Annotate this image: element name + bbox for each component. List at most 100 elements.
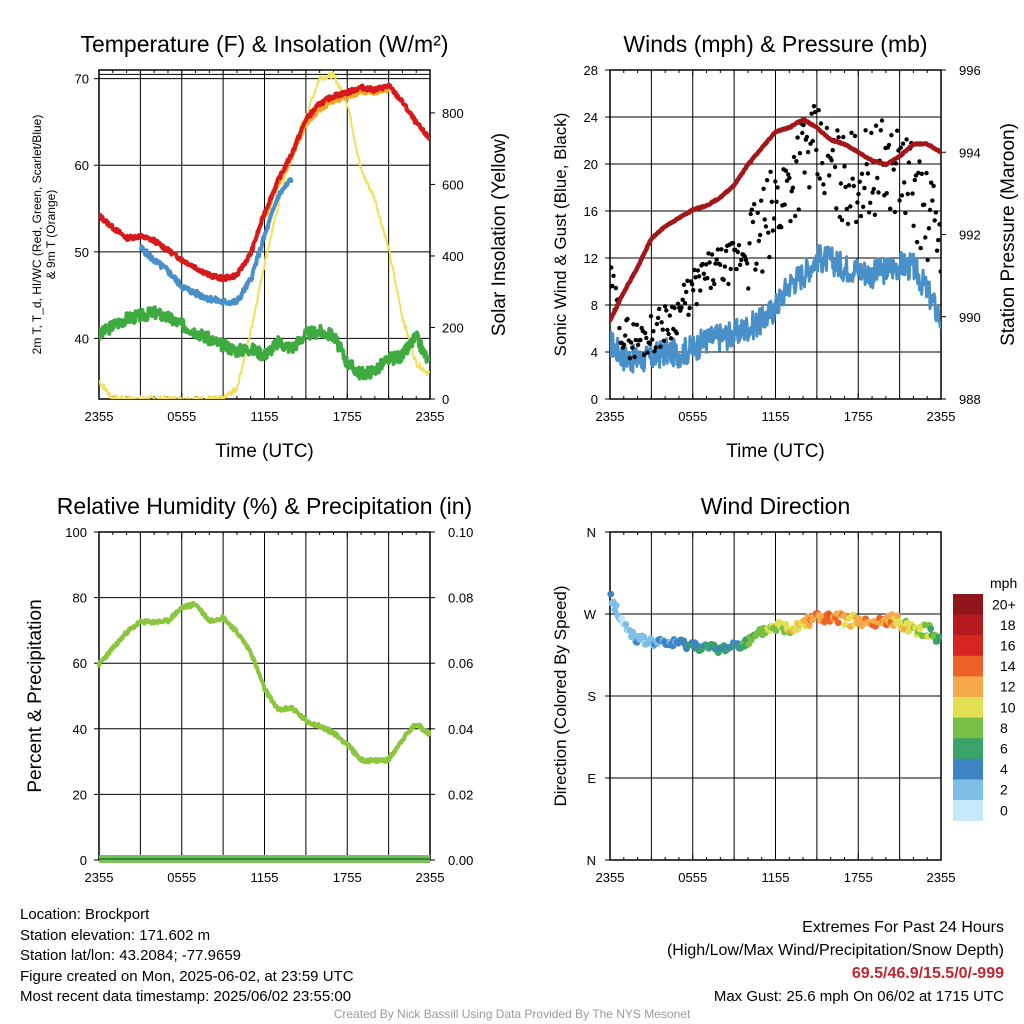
gust-point bbox=[625, 316, 630, 322]
legend-swatch bbox=[953, 800, 983, 822]
panel-2: 2355 0555 1155 1755 2355 Winds (mph) & Pressu… bbox=[551, 31, 1019, 462]
gust-point bbox=[715, 247, 721, 252]
gust-point bbox=[734, 266, 739, 272]
max-gust: Max Gust: 25.6 mph On 06/02 at 1715 UTC bbox=[713, 988, 1004, 1005]
gust-point bbox=[623, 333, 628, 338]
gust-point bbox=[862, 185, 867, 191]
gust-point bbox=[842, 164, 847, 169]
gust-point bbox=[873, 123, 879, 128]
gust-point bbox=[884, 191, 889, 196]
gust-point bbox=[686, 312, 691, 317]
gust-point bbox=[755, 210, 760, 215]
x-tick-label: 2355 bbox=[927, 870, 956, 885]
gust-point bbox=[617, 325, 622, 331]
y2-tick-label: 400 bbox=[442, 249, 464, 264]
gust-point bbox=[868, 200, 873, 205]
gust-point bbox=[784, 178, 790, 183]
gust-point bbox=[610, 283, 615, 289]
gust-point bbox=[922, 202, 927, 207]
gust-point bbox=[906, 160, 912, 165]
y-tick-label: 40 bbox=[73, 722, 87, 737]
gust-point bbox=[807, 185, 812, 190]
gust-point bbox=[718, 262, 723, 267]
gust-point bbox=[633, 337, 638, 343]
gust-point bbox=[864, 162, 869, 167]
gust-point bbox=[899, 193, 905, 198]
gust-point bbox=[698, 288, 703, 293]
gust-point bbox=[938, 269, 941, 274]
gust-point bbox=[902, 180, 907, 185]
gust-point bbox=[789, 189, 794, 194]
gust-point bbox=[728, 266, 733, 272]
gust-point bbox=[861, 204, 866, 209]
chart-title: Winds (mph) & Pressure (mb) bbox=[623, 31, 927, 57]
gust-point bbox=[757, 232, 763, 238]
gust-point bbox=[925, 257, 930, 263]
gust-point bbox=[774, 199, 779, 204]
gust-point bbox=[770, 228, 776, 233]
gust-point bbox=[752, 202, 757, 207]
y-tick-label: 28 bbox=[584, 63, 598, 78]
gust-point bbox=[643, 330, 648, 336]
gust-point bbox=[919, 171, 924, 176]
gust-point bbox=[627, 356, 633, 361]
gust-point bbox=[830, 148, 835, 153]
gust-point bbox=[764, 178, 770, 183]
y-tick-label: E bbox=[587, 771, 596, 786]
gust-point bbox=[701, 271, 706, 276]
x-tick-label: 1755 bbox=[844, 870, 873, 885]
gust-point bbox=[805, 149, 811, 155]
gust-point bbox=[796, 207, 801, 212]
direction-point bbox=[935, 633, 943, 641]
gust-point bbox=[802, 170, 807, 175]
gust-point bbox=[712, 281, 717, 287]
gust-point bbox=[762, 217, 767, 222]
gust-point bbox=[846, 183, 852, 188]
gust-point bbox=[891, 167, 896, 172]
x-tick-label: 1755 bbox=[844, 409, 873, 424]
gust-point bbox=[841, 134, 846, 140]
gust-point bbox=[817, 176, 822, 181]
gust-point bbox=[911, 223, 916, 228]
gust-point bbox=[900, 141, 906, 146]
gust-point bbox=[675, 301, 681, 306]
x-tick-label: 0555 bbox=[678, 870, 707, 885]
x-tick-label: 1755 bbox=[333, 409, 362, 424]
y-tick-label: 4 bbox=[591, 345, 598, 360]
gust-point bbox=[682, 301, 688, 306]
y-tick-label: S bbox=[587, 689, 596, 704]
gust-point bbox=[824, 125, 830, 131]
direction-point bbox=[805, 622, 813, 629]
gust-point bbox=[903, 210, 908, 216]
gust-point bbox=[889, 133, 894, 138]
gust-point bbox=[859, 171, 865, 176]
gust-point bbox=[736, 243, 742, 248]
gust-point bbox=[910, 191, 915, 196]
gust-point bbox=[926, 226, 932, 231]
direction-point bbox=[894, 612, 901, 620]
gust-point bbox=[747, 241, 752, 246]
gust-point bbox=[811, 104, 817, 109]
gust-point bbox=[648, 314, 654, 319]
gust-point bbox=[892, 209, 898, 215]
direction-point bbox=[834, 619, 842, 627]
y-tick-label: 50 bbox=[75, 245, 89, 260]
x-tick-label: 1155 bbox=[251, 409, 279, 424]
legend-label: 2 bbox=[1000, 782, 1008, 798]
series-group bbox=[610, 104, 941, 374]
panel-1: 2355 0555 1155 1755 2355 Temperature (F) & In… bbox=[30, 31, 510, 462]
gust-point bbox=[897, 198, 902, 203]
x-tick-label: 1755 bbox=[333, 870, 362, 885]
gust-point bbox=[750, 219, 756, 225]
gust-point bbox=[768, 169, 773, 174]
gust-point bbox=[932, 218, 937, 223]
gust-point bbox=[834, 206, 839, 211]
gust-point bbox=[934, 248, 940, 253]
gust-point bbox=[893, 161, 899, 166]
y-tick-label: 60 bbox=[73, 656, 87, 671]
gust-point bbox=[916, 170, 921, 176]
legend-swatch bbox=[953, 676, 983, 698]
gust-point bbox=[856, 191, 861, 197]
gust-point bbox=[801, 122, 806, 128]
gust-point bbox=[783, 168, 788, 173]
